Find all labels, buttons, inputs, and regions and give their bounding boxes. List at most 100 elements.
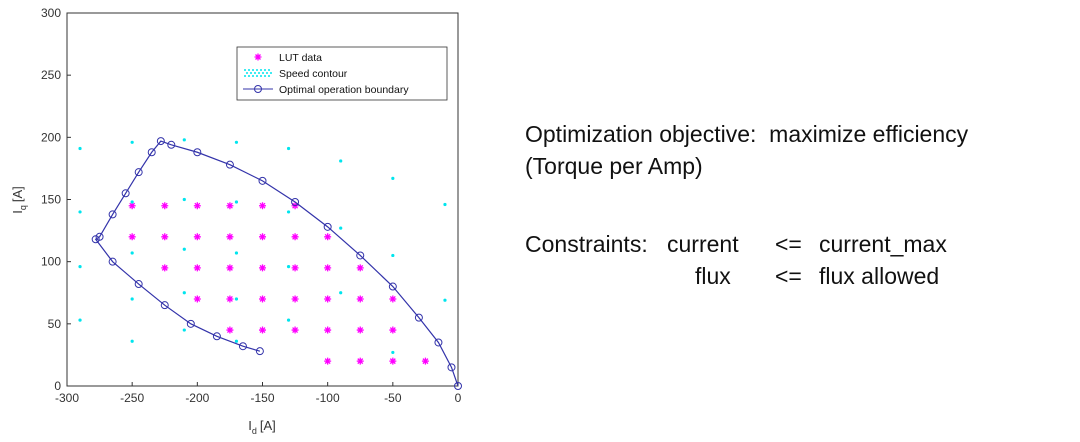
contour-point [286, 210, 291, 214]
boundary-line [94, 140, 459, 387]
lut-point [193, 264, 201, 272]
legend-dot [270, 72, 272, 74]
lut-point [259, 295, 266, 303]
notes: Optimization objective: maximize efficie… [525, 118, 968, 292]
y-tick-label: 200 [41, 130, 61, 144]
legend-dot [246, 72, 248, 74]
lut-point [291, 326, 299, 334]
constraint-quantity: flux [695, 263, 731, 289]
x-tick-label: -150 [250, 391, 274, 405]
contour-point [130, 339, 134, 343]
contour-point [391, 176, 395, 180]
lut-point [389, 326, 397, 334]
y-tick-label: 150 [41, 193, 61, 207]
lut-point [259, 264, 266, 272]
legend-dot [260, 69, 262, 71]
contour-point [78, 210, 82, 214]
constraint-row: Constraints: current <= current_max [525, 228, 968, 260]
legend-marker [254, 85, 262, 93]
x-tick-label: -300 [55, 391, 79, 405]
lut-point [291, 264, 299, 272]
legend-dot [258, 72, 260, 74]
constraint-limit: flux allowed [819, 263, 940, 289]
legend-dot [244, 75, 246, 77]
lut-point [226, 233, 234, 241]
legend-dot [264, 69, 266, 71]
lut-point [259, 233, 266, 241]
lut-point [161, 202, 169, 210]
boundary-point [160, 301, 169, 310]
boundary-point [108, 210, 117, 219]
lut-point [356, 357, 364, 365]
legend-dot [252, 69, 254, 71]
legend-dot [256, 75, 258, 77]
lut-point [128, 233, 136, 241]
boundary-point [186, 319, 195, 328]
lut-point [291, 295, 299, 303]
y-tick-label: 50 [48, 317, 62, 331]
x-tick-label: 0 [455, 391, 462, 405]
lut-point [389, 295, 397, 303]
constraint-operator: <= [775, 263, 802, 289]
contour-point [234, 140, 239, 144]
lut-point [161, 264, 169, 272]
contour-point [182, 328, 186, 332]
contour-point [234, 297, 239, 301]
legend-dot [254, 72, 256, 74]
contour-point [339, 159, 343, 163]
contour-point [286, 265, 291, 269]
contour-point [182, 197, 186, 202]
lut-point [193, 295, 201, 303]
lut-point [226, 326, 234, 334]
lut-point [226, 264, 234, 272]
lut-point [421, 357, 429, 365]
contour-point [391, 253, 395, 258]
boundary-point [156, 137, 165, 146]
y-tick-label: 100 [41, 255, 61, 269]
contour-point [78, 265, 82, 269]
y-label-unit: [A] [10, 186, 25, 202]
boundary-point [167, 140, 176, 149]
contour-point [182, 291, 186, 295]
boundary-point [147, 148, 156, 157]
x-label-subscript: d [252, 426, 257, 436]
boundary-point [134, 280, 143, 289]
lut-point [193, 202, 201, 210]
lut-point [226, 202, 234, 210]
contour-point [130, 297, 134, 301]
x-tick-label: -200 [185, 391, 209, 405]
contour-point [443, 298, 447, 302]
legend-dot [252, 75, 254, 77]
legend-dot [268, 69, 270, 71]
y-axis-label: Iq [A] [10, 186, 28, 214]
boundary-point [356, 251, 365, 260]
lut-point [324, 357, 332, 365]
contour-point [78, 318, 82, 322]
legend-dot [264, 75, 266, 77]
legend-dot [248, 69, 250, 71]
boundary-point [323, 222, 332, 231]
legend-dot [250, 72, 252, 74]
boundary-point [414, 313, 423, 322]
y-label-subscript: q [18, 205, 28, 210]
x-tick-label: -100 [316, 391, 340, 405]
objective: maximize efficiency [769, 121, 969, 147]
constraint-row: flux <= flux allowed [525, 260, 968, 292]
y-tick-label: 250 [41, 68, 61, 82]
boundary-point [238, 342, 247, 351]
y-tick-label: 0 [54, 379, 61, 393]
boundary-point [434, 338, 443, 347]
boundary-point [91, 235, 100, 244]
contour-point [234, 200, 239, 204]
lut-point [193, 233, 201, 241]
lut-point [324, 326, 332, 334]
legend-label: Optimal operation boundary [279, 84, 409, 96]
contour-point [286, 318, 291, 322]
contour-point [443, 202, 447, 207]
boundary-point [225, 160, 234, 169]
x-tick-label: -250 [120, 391, 144, 405]
boundary-point [121, 189, 130, 198]
constraint-operator: <= [775, 231, 802, 257]
legend-box [236, 46, 448, 101]
legend-label: LUT data [279, 52, 322, 64]
